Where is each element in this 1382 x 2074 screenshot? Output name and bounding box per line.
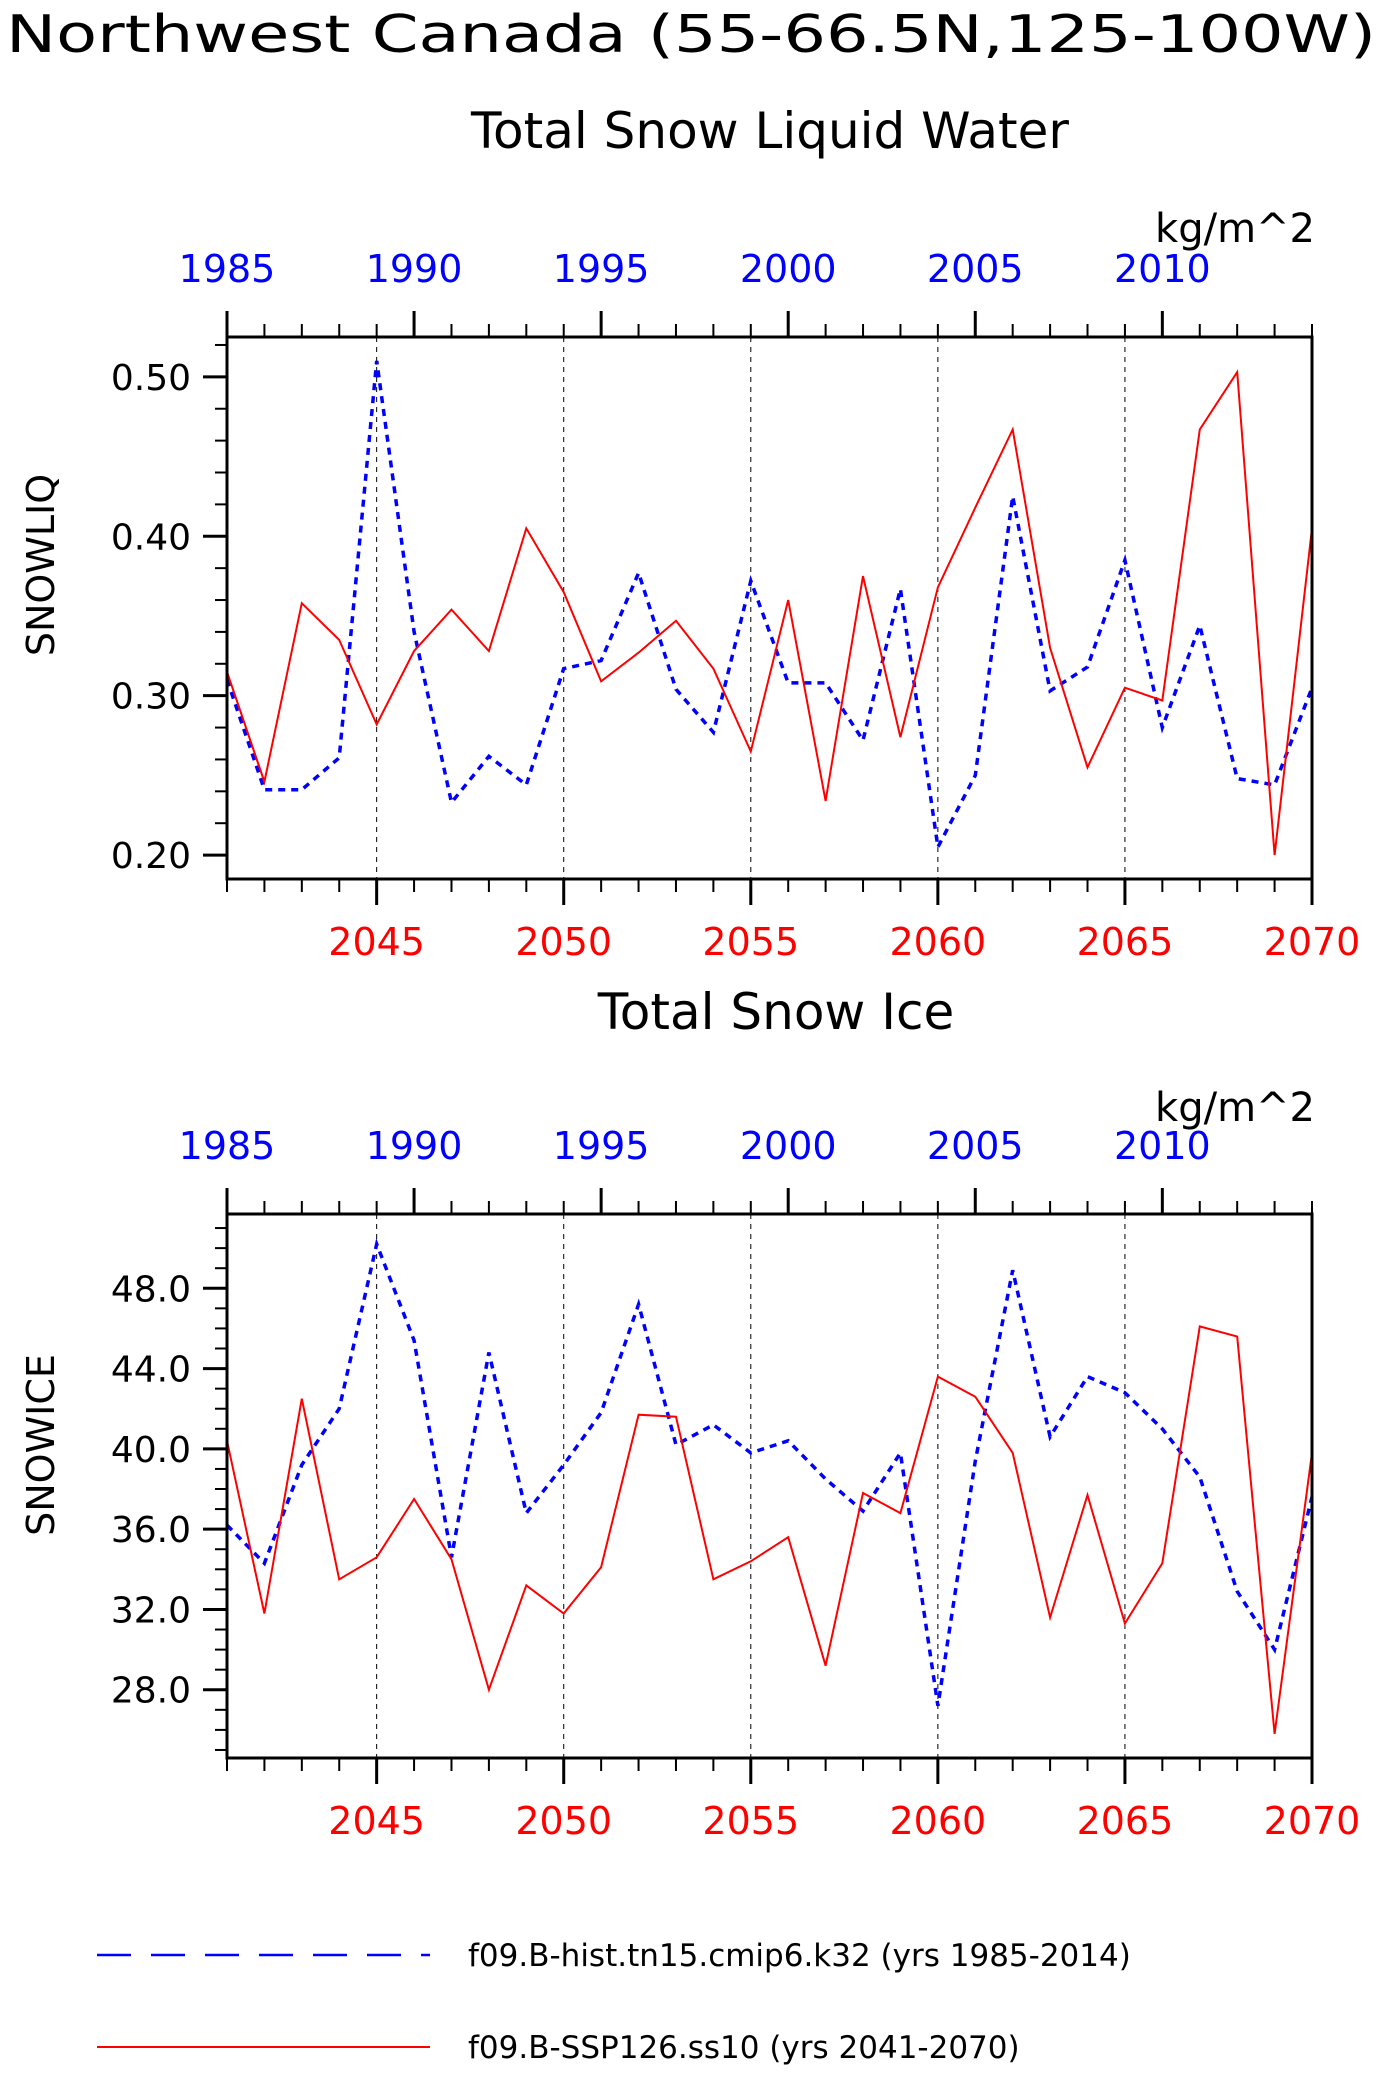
snowice-bottom-year-label: 2060 — [890, 1799, 987, 1843]
snowliq-top-year-label: 2005 — [927, 247, 1024, 291]
snowliq-y-tick-labels: 0.20 0.30 0.40 0.50 — [111, 358, 191, 877]
snowliq-y-tick-label: 0.40 — [111, 517, 191, 558]
snowice-y-tick-label: 36.0 — [111, 1510, 191, 1551]
snowliq-bottom-year-labels: 2045 2050 2055 2060 2065 2070 — [328, 920, 1360, 964]
snowice-bottom-year-label: 2050 — [515, 1799, 612, 1843]
snowice-bottom-year-label: 2065 — [1077, 1799, 1174, 1843]
snowice-plot-frame — [225, 1212, 1314, 1760]
snowice-y-tick-label: 32.0 — [111, 1590, 191, 1631]
snowice-ylabel: SNOWICE — [19, 1354, 63, 1536]
snowliq-y-tick-label: 0.30 — [111, 677, 191, 718]
figure-title: Northwest Canada (55-66.5N,125-100W) — [6, 5, 1376, 65]
snowice-y-tick-label: 44.0 — [111, 1350, 191, 1391]
snowliq-top-year-label: 2000 — [740, 247, 837, 291]
snowliq-bottom-year-label: 2065 — [1077, 920, 1174, 964]
snowliq-panel: Total Snow Liquid Water kg/m^2 SNOWLIQ 0… — [19, 102, 1360, 964]
snowliq-axes-ticks — [203, 311, 1314, 905]
snowliq-top-year-label: 1985 — [179, 247, 276, 291]
snowliq-units: kg/m^2 — [1155, 206, 1315, 252]
legend-hist-label: f09.B-hist.tn15.cmip6.k32 (yrs 1985-2014… — [468, 1938, 1131, 1974]
snowice-series — [225, 1238, 1314, 1735]
snowice-top-year-label: 2010 — [1114, 1124, 1211, 1168]
snowliq-plot-frame — [225, 335, 1314, 881]
snowice-top-year-label: 2005 — [927, 1124, 1024, 1168]
snowice-top-year-labels: 1985 1990 1995 2000 2005 2010 — [179, 1124, 1211, 1168]
snowice-bottom-year-label: 2070 — [1264, 1799, 1361, 1843]
snowliq-bottom-year-label: 2060 — [890, 920, 987, 964]
snowice-title: Total Snow Ice — [597, 983, 954, 1041]
snowliq-ssp-line — [226, 369, 1313, 856]
snowice-bottom-year-label: 2045 — [328, 1799, 425, 1843]
snowliq-bottom-year-label: 2055 — [702, 920, 799, 964]
snowliq-title: Total Snow Liquid Water — [470, 102, 1069, 160]
snowliq-top-year-label: 1995 — [553, 247, 650, 291]
snowliq-bottom-year-label: 2070 — [1264, 920, 1361, 964]
snowice-top-year-label: 2000 — [740, 1124, 837, 1168]
snowliq-top-year-label: 1990 — [366, 247, 463, 291]
snowice-y-tick-labels: 28.0 32.0 36.0 40.0 44.0 48.0 — [111, 1269, 191, 1711]
snowice-hist-line — [225, 1238, 1314, 1707]
snowice-top-year-label: 1985 — [179, 1124, 276, 1168]
snowliq-grid — [376, 337, 1126, 879]
snowice-top-year-label: 1990 — [366, 1124, 463, 1168]
snowice-bottom-year-label: 2055 — [702, 1799, 799, 1843]
snowice-units: kg/m^2 — [1155, 1085, 1315, 1131]
snowice-bottom-year-labels: 2045 2050 2055 2060 2065 2070 — [328, 1799, 1360, 1843]
snowliq-bottom-year-label: 2045 — [328, 920, 425, 964]
snowliq-series — [225, 360, 1314, 856]
snowliq-ylabel: SNOWLIQ — [19, 474, 63, 656]
snowice-y-tick-label: 48.0 — [111, 1269, 191, 1310]
snowice-panel: Total Snow Ice kg/m^2 SNOWICE 28.0 32.0 36… — [19, 983, 1360, 1843]
snowliq-bottom-year-label: 2050 — [515, 920, 612, 964]
snowice-ssp-line — [226, 1325, 1313, 1735]
snowice-top-year-label: 1995 — [553, 1124, 650, 1168]
snowice-grid — [376, 1214, 1126, 1758]
snowliq-top-year-labels: 1985 1990 1995 2000 2005 2010 — [179, 247, 1211, 291]
snowliq-y-tick-label: 0.50 — [111, 358, 191, 399]
snowliq-y-tick-label: 0.20 — [111, 836, 191, 877]
legend: f09.B-hist.tn15.cmip6.k32 (yrs 1985-2014… — [97, 1938, 1131, 2066]
legend-ssp-label: f09.B-SSP126.ss10 (yrs 2041-2070) — [468, 2030, 1020, 2066]
snowliq-hist-line — [225, 360, 1314, 853]
snowice-axes-ticks — [203, 1188, 1314, 1784]
snowice-y-tick-label: 28.0 — [111, 1671, 191, 1712]
snowliq-top-year-label: 2010 — [1114, 247, 1211, 291]
snowice-y-tick-label: 40.0 — [111, 1430, 191, 1471]
